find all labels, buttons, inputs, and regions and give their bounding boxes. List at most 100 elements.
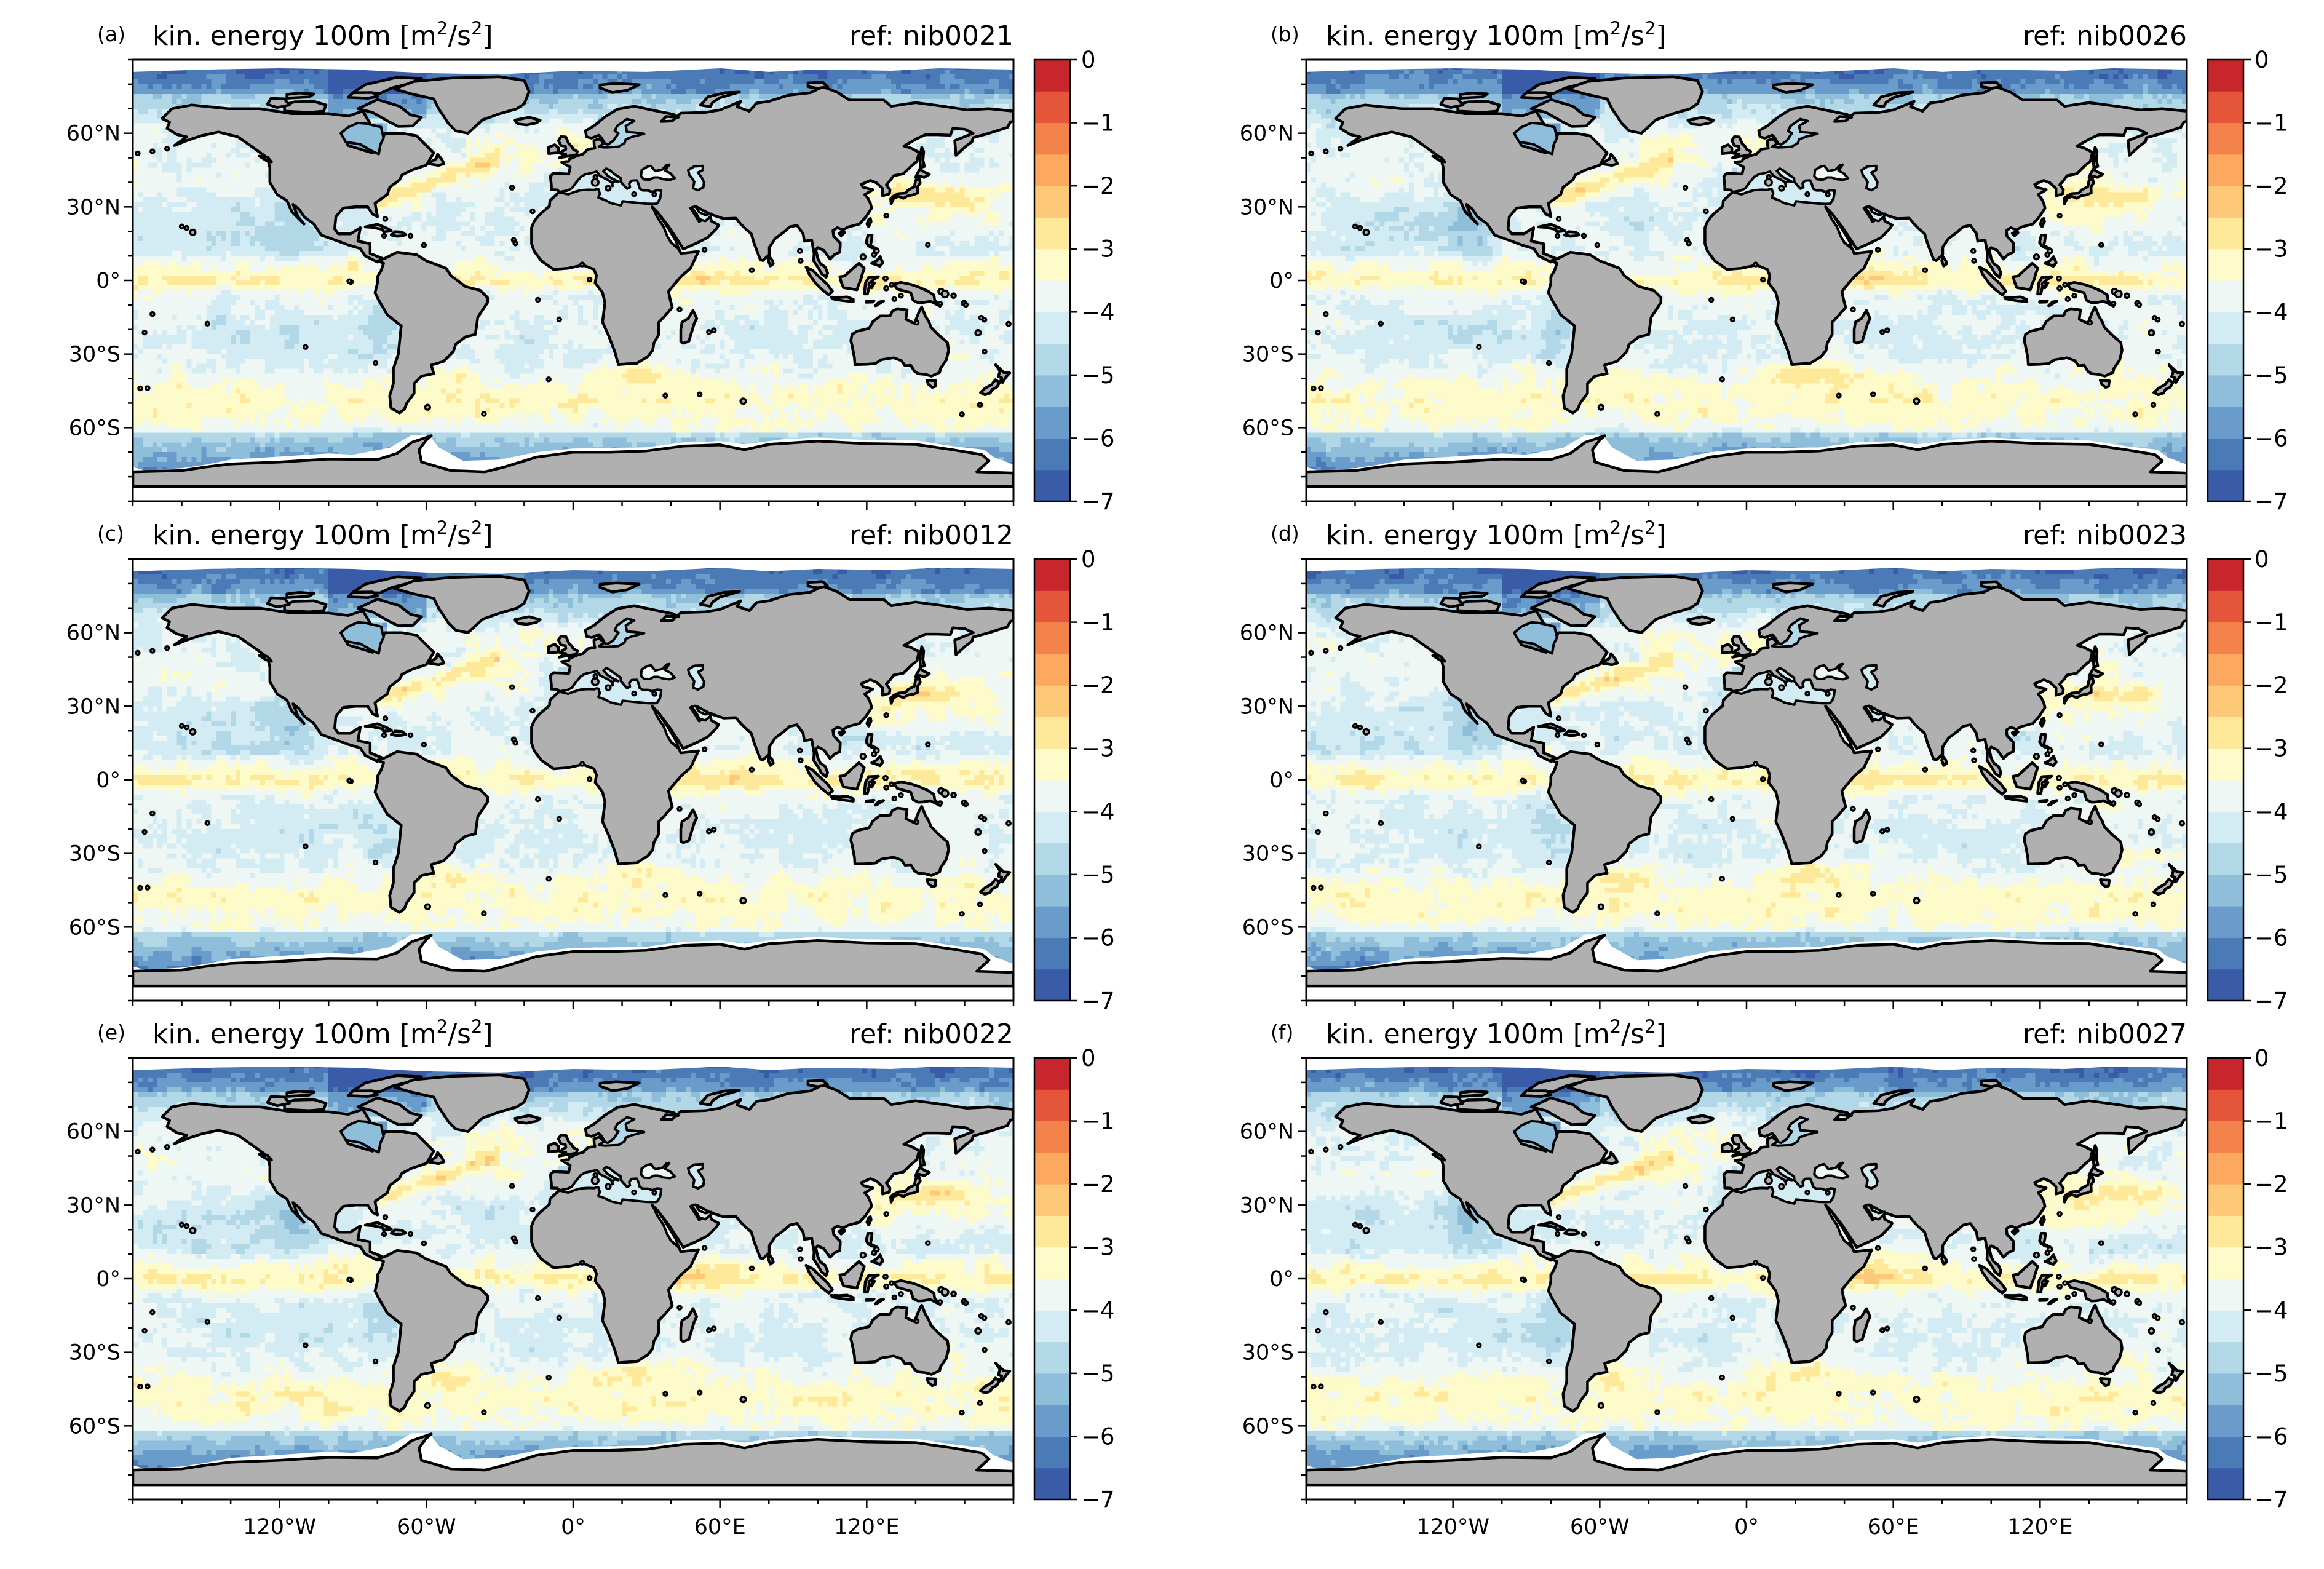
colorbar-tick-label: −5 [1081, 1360, 1115, 1387]
panel-grid: 60°N 30°N 0° 30°S 60°S (a) kin. energy 100m [m… [66, 18, 2288, 1539]
sea-hudson [1513, 621, 1558, 655]
island [2056, 212, 2063, 219]
land-victoria [283, 1098, 328, 1113]
colorbar-segment [1034, 906, 1070, 938]
island [2055, 1273, 2062, 1280]
land-sumatra [804, 1263, 834, 1295]
island [883, 784, 890, 791]
land-madagascar [679, 808, 699, 844]
island [950, 292, 957, 300]
island [882, 774, 889, 781]
sea-black [640, 163, 676, 181]
land-newfoundland [426, 652, 446, 667]
sea-baltic [597, 117, 646, 149]
island [1708, 796, 1715, 803]
island [1323, 1146, 1329, 1153]
island [204, 320, 211, 327]
island [407, 1231, 414, 1237]
land-taiwan [865, 1215, 873, 1226]
island [481, 910, 487, 916]
land [133, 75, 1013, 488]
island [164, 1144, 170, 1150]
land-hokkaido [2087, 1166, 2104, 1177]
sea-redsea [1825, 1204, 1854, 1249]
land-hispaniola [1563, 729, 1581, 737]
colorbar-frame [2207, 1057, 2245, 1501]
island [898, 1290, 904, 1297]
colorbar-segment [2208, 312, 2243, 344]
island [145, 884, 151, 891]
island [579, 761, 585, 767]
land-flores [2038, 299, 2049, 304]
land-java [830, 795, 855, 803]
lat-tick-label: 60°S [69, 1414, 121, 1439]
land-sriLanka [767, 255, 775, 268]
island [1337, 1144, 1344, 1150]
land-ellesmere [1525, 76, 1596, 95]
island [510, 736, 517, 742]
island [381, 232, 387, 239]
island [748, 267, 755, 273]
colorbar-segment [1034, 969, 1070, 1001]
island [382, 715, 389, 721]
sea-redsea [1825, 705, 1854, 750]
island [950, 1290, 957, 1298]
island [2132, 411, 2138, 418]
sea-caspian [687, 1162, 705, 1190]
colorbar-segment [1034, 375, 1070, 407]
colorbar-segment [2208, 217, 2243, 250]
island [710, 827, 717, 833]
island [2098, 1240, 2104, 1246]
lat-tick-label: 30°S [1242, 842, 1294, 867]
sea-hudson [339, 621, 385, 655]
land-antarctica [133, 1432, 1013, 1487]
island [2056, 784, 2063, 791]
island [883, 212, 889, 219]
island [141, 1327, 148, 1334]
land-vancouverI [258, 1153, 273, 1162]
island [1476, 344, 1482, 350]
land-victoria [283, 599, 328, 614]
island [2033, 753, 2040, 760]
colorbar-segment [1034, 1121, 1070, 1153]
colorbar-segment [1034, 1436, 1070, 1469]
land-tasmania [925, 1377, 938, 1388]
land-vancouverI [258, 154, 273, 164]
island [1729, 316, 1736, 323]
island [2040, 1279, 2047, 1285]
island [2040, 781, 2047, 787]
land-severnaya [1980, 1079, 2002, 1088]
land-melville [1459, 91, 1489, 100]
colorbar-segment [2208, 1310, 2243, 1343]
land [133, 1073, 1013, 1487]
land-luzon [2038, 733, 2052, 750]
land-baffin [356, 597, 423, 627]
colorbar-tick-label: −7 [1081, 488, 1115, 515]
colorbar-tick-label: −7 [1081, 988, 1115, 1014]
island [1752, 261, 1759, 268]
land-japan [889, 1175, 922, 1204]
lat-tick-label: 30°S [69, 1341, 121, 1365]
sea-baltic [597, 617, 646, 648]
island [871, 252, 878, 258]
island [882, 275, 889, 282]
land-madagascar [1852, 1307, 1872, 1343]
colorbar-tick-label: −4 [2255, 299, 2288, 325]
panel-title: kin. energy 100m [m2/s2] [1326, 517, 1667, 551]
island [981, 1315, 988, 1321]
island [183, 724, 190, 731]
island [940, 788, 950, 798]
colorbar-segment [1034, 780, 1070, 812]
island [883, 1210, 889, 1217]
land-melville [285, 590, 315, 599]
island [510, 237, 517, 243]
island [141, 828, 148, 835]
island [706, 329, 712, 335]
land [1306, 75, 2187, 488]
colorbar-tick-label: −1 [1081, 110, 1115, 137]
island [1323, 810, 1329, 817]
island [739, 897, 747, 905]
panel-title: kin. energy 100m [m2/s2] [153, 18, 493, 52]
island [2179, 1319, 2186, 1325]
land-newZealandS [2152, 878, 2175, 896]
